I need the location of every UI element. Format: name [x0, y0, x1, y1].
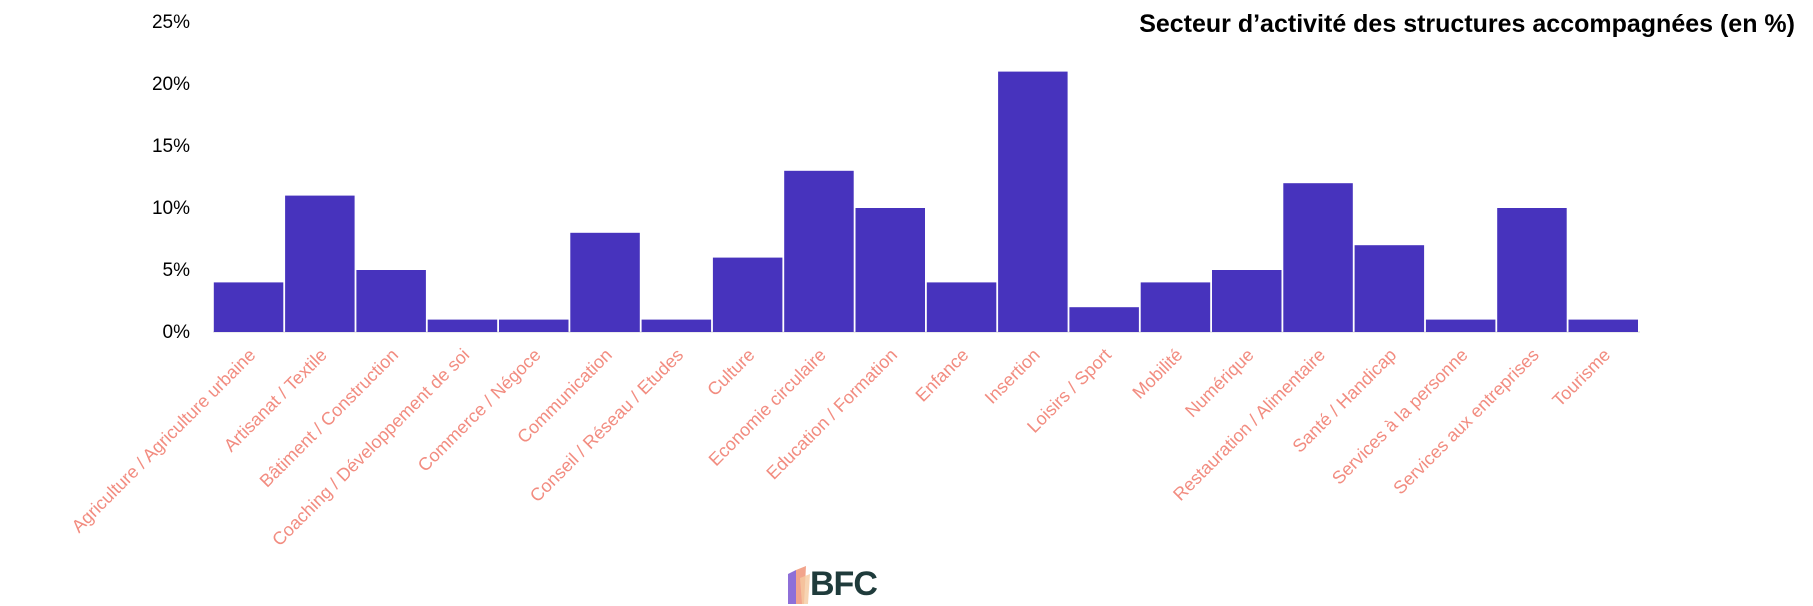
bar: [926, 282, 997, 332]
bar: [427, 319, 498, 332]
category-label: Education / Formation: [762, 345, 901, 484]
y-tick-label: 0%: [163, 322, 191, 343]
bar: [356, 270, 426, 332]
bar: [1425, 319, 1496, 332]
category-label: Numérique: [1181, 345, 1257, 421]
bar: [712, 257, 783, 332]
chart-title: Secteur d’activité des structures accomp…: [1139, 10, 1795, 38]
bar: [1497, 208, 1567, 332]
category-labels: Agriculture / Agriculture urbaineArtisan…: [68, 345, 1615, 550]
bar: [641, 319, 712, 332]
logo: BFC: [786, 564, 878, 604]
logo-mark-icon: [788, 566, 810, 604]
category-label: Services aux entreprises: [1389, 345, 1543, 499]
category-label: Bâtiment / Construction: [256, 345, 402, 491]
category-label: Enfance: [912, 345, 973, 406]
bar: [1354, 245, 1425, 332]
category-label: Economie circulaire: [705, 345, 830, 470]
category-label: Culture: [703, 345, 758, 400]
bar: [1283, 183, 1353, 332]
bar: [855, 208, 925, 332]
bar: [998, 71, 1068, 332]
category-label: Services à la personne: [1328, 345, 1472, 489]
y-tick-label: 5%: [163, 260, 191, 281]
y-tick-label: 20%: [152, 74, 190, 95]
bar: [1069, 307, 1139, 332]
bar: [570, 232, 640, 332]
bar: [213, 282, 284, 332]
bar: [499, 319, 569, 332]
y-tick-label: 25%: [152, 12, 190, 33]
category-label: Commerce / Négoce: [414, 345, 545, 476]
bar: [1568, 319, 1638, 332]
y-tick-label: 15%: [152, 136, 190, 157]
bar: [285, 195, 355, 332]
logo-text: BFC: [810, 565, 878, 603]
bar: [1212, 270, 1282, 332]
y-tick-label: 10%: [152, 198, 190, 219]
bars: [213, 71, 1638, 332]
category-label: Insertion: [981, 345, 1044, 408]
category-label: Conseil / Réseau / Etudes: [526, 345, 687, 506]
bar: [1140, 282, 1211, 332]
y-axis-ticks: 0% 5% 10% 15% 20% 25%: [152, 12, 190, 343]
bar: [784, 170, 854, 332]
category-label: Tourisme: [1548, 345, 1614, 411]
category-label: Mobilité: [1128, 345, 1186, 403]
